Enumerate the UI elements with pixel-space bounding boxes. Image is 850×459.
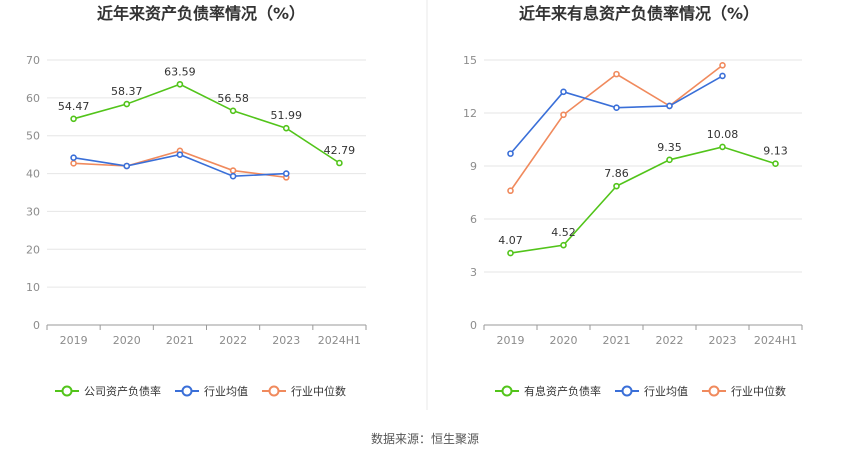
data-point [719,62,726,69]
y-tick-label: 3 [470,266,477,279]
y-tick-label: 20 [26,243,40,256]
y-tick-label: 0 [33,319,40,332]
data-point [507,187,514,195]
data-label: 7.86 [604,167,629,180]
x-tick-label: 2022 [656,334,684,347]
data-point [613,70,620,78]
data-label: 9.13 [763,145,788,158]
data-point [613,104,620,111]
series-line [509,75,723,155]
series-line [73,83,340,164]
y-tick-label: 40 [26,168,40,181]
y-tick-label: 70 [26,54,40,67]
data-point [560,241,567,249]
data-label: 9.35 [657,141,682,154]
chart-title: 近年来资产负债率情况（%） [97,4,305,23]
data-label: 10.08 [707,128,739,141]
legend-label: 行业中位数 [731,384,786,398]
x-tick-label: 2024H1 [754,334,797,347]
chart-title: 近年来有息资产负债率情况（%） [519,4,759,23]
data-point [70,154,77,161]
data-point [229,172,237,180]
y-tick-label: 15 [463,54,477,67]
legend-marker [181,385,193,397]
source-label: 数据来源：恒生聚源 [371,431,479,446]
x-tick-label: 2024H1 [318,334,361,347]
legend-label: 行业均值 [204,385,248,398]
x-tick-label: 2022 [219,334,247,347]
data-label: 51.99 [271,109,303,122]
data-point [507,249,514,257]
y-tick-label: 12 [463,107,477,120]
legend-marker [61,385,73,397]
data-label: 4.07 [498,234,523,247]
interest-debt-ratio-chart: 近年来有息资产负债率情况（%） 0 3 6 9 12 15 2019 2020 2021 2022 2… [463,4,803,398]
legend-label: 有息资产负债率 [524,384,601,398]
data-point [229,107,237,115]
data-label: 56.58 [217,92,249,105]
y-tick-label: 30 [26,205,40,218]
x-tick-label: 2023 [709,334,737,347]
data-label: 4.52 [551,226,576,239]
data-point [507,150,514,157]
series-line [510,146,776,254]
data-point [282,124,290,132]
data-point [176,80,184,88]
x-tick-label: 2019 [60,334,88,347]
legend-label: 行业均值 [644,385,688,398]
data-point [282,170,290,177]
data-point [123,100,131,108]
y-tick-label: 6 [470,213,477,226]
legend-marker [708,385,720,397]
data-point [719,143,726,151]
legend-label: 公司资产负债率 [84,384,161,398]
legend-marker [501,385,513,397]
x-tick-label: 2020 [113,334,141,347]
data-point [666,156,673,164]
data-label: 54.47 [58,100,90,113]
x-tick-label: 2021 [166,334,194,347]
data-label: 58.37 [111,85,143,98]
data-point [70,115,77,123]
legend-marker [621,385,633,397]
x-tick-label: 2021 [603,334,631,347]
x-tick-label: 2020 [550,334,578,347]
data-point [229,167,237,174]
legend-label: 行业中位数 [291,384,346,398]
data-point [613,182,620,190]
data-point [123,162,131,170]
x-tick-label: 2023 [272,334,300,347]
data-point [719,72,726,80]
data-point [560,88,567,96]
x-tick-label: 2019 [497,334,525,347]
data-label: 63.59 [164,65,196,78]
data-point [666,102,673,110]
y-tick-label: 50 [26,130,40,143]
data-label: 42.79 [324,144,356,157]
debt-ratio-chart: 近年来资产负债率情况（%） 0 10 20 30 40 50 60 70 2019 2020 2021… [26,4,367,398]
y-tick-label: 10 [26,281,40,294]
y-tick-label: 9 [470,160,477,173]
y-tick-label: 0 [470,319,477,332]
y-tick-label: 60 [26,92,40,105]
data-point [560,111,567,119]
data-point [70,160,77,167]
data-point [772,160,779,168]
data-point [336,159,343,167]
data-point [176,151,184,158]
legend-marker [268,385,280,397]
